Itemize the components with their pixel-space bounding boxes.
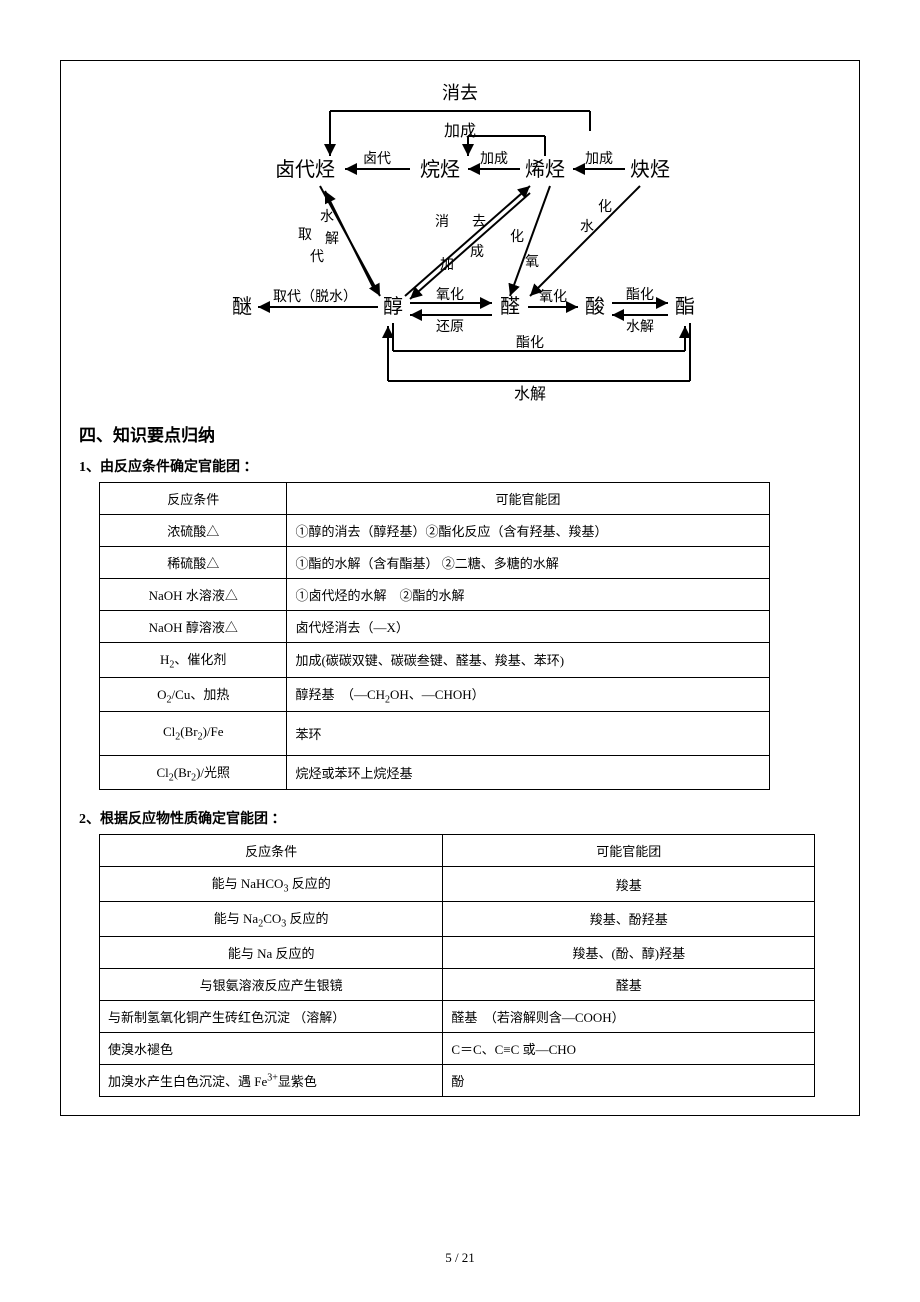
label-add3: 加成 [585, 151, 613, 167]
label-shui: 水 [320, 209, 334, 225]
th-group: 可能官能团 [287, 483, 769, 515]
table-row: H2、催化剂 加成(碳碳双键、碳碳叁键、醛基、羧基、苯环) [100, 643, 770, 678]
table-row: 能与 NaHCO3 反应的 羧基 [100, 867, 815, 902]
cell-cond: 与银氨溶液反应产生银镜 [100, 968, 443, 1000]
label-hydrolyze: 水解 [626, 319, 654, 335]
label-oxid2: 氧化 [539, 289, 567, 305]
label-shui2: 水 [580, 219, 594, 235]
table-row: 与银氨溶液反应产生银镜 醛基 [100, 968, 815, 1000]
table-header-row: 反应条件 可能官能团 [100, 835, 815, 867]
table-row: NaOH 醇溶液△ 卤代烃消去（—X） [100, 611, 770, 643]
cell-cond: NaOH 醇溶液△ [100, 611, 287, 643]
cell-group: 卤代烃消去（—X） [287, 611, 769, 643]
cell-group: C＝C、C≡C 或—CHO [443, 1032, 815, 1064]
cell-cond: NaOH 水溶液△ [100, 579, 287, 611]
cell-group: 羧基 [443, 867, 815, 902]
page: 消去 加成 卤代烃 烷烃 烯烃 炔烃 卤代 加成 加成 [0, 0, 920, 1302]
cell-cond: 浓硫酸△ [100, 515, 287, 547]
table-row: 能与 Na 反应的 羧基、(酚、醇)羟基 [100, 936, 815, 968]
label-qu2: 去 [472, 214, 486, 230]
cell-group: 醇羟基 （—CH2OH、—CHOH） [287, 677, 769, 712]
label-jia: 加 [440, 257, 454, 273]
th-group: 可能官能团 [443, 835, 815, 867]
label-cheng: 成 [470, 244, 484, 260]
cell-cond: Cl2(Br2)/光照 [100, 755, 287, 790]
label-reduce: 还原 [436, 319, 464, 335]
cell-group: 烷烃或苯环上烷烃基 [287, 755, 769, 790]
label-jie: 解 [325, 231, 339, 247]
table-row: 加溴水产生白色沉淀、遇 Fe3+显紫色 酚 [100, 1064, 815, 1096]
table-row: NaOH 水溶液△ ①卤代烃的水解 ②酯的水解 [100, 579, 770, 611]
cell-cond: 与新制氢氧化铜产生砖红色沉淀 （溶解） [100, 1000, 443, 1032]
cell-cond: 加溴水产生白色沉淀、遇 Fe3+显紫色 [100, 1064, 443, 1096]
node-ester: 酯 [675, 296, 695, 318]
cell-group: 苯环 [287, 712, 769, 756]
table-properties: 反应条件 可能官能团 能与 NaHCO3 反应的 羧基 能与 Na2CO3 反应… [99, 834, 815, 1096]
table-row: O2/Cu、加热 醇羟基 （—CH2OH、—CHOH） [100, 677, 770, 712]
label-yang: 氧 [525, 254, 539, 270]
table-row: Cl2(Br2)/Fe 苯环 [100, 712, 770, 756]
label-hua: 化 [510, 229, 524, 245]
label-elim-top: 消去 [442, 83, 478, 103]
label-esterify: 酯化 [626, 287, 654, 303]
label-esterify2: 酯化 [516, 335, 544, 351]
table-conditions: 反应条件 可能官能团 浓硫酸△ ①醇的消去（醇羟基）②酯化反应（含有羟基、羧基）… [99, 482, 770, 790]
label-hydrolyze2: 水解 [514, 385, 546, 401]
cell-group: 醛基 [443, 968, 815, 1000]
label-oxid: 氧化 [436, 287, 464, 303]
th-cond: 反应条件 [100, 835, 443, 867]
cell-group: 酚 [443, 1064, 815, 1096]
table-row: 能与 Na2CO3 反应的 羧基、酚羟基 [100, 901, 815, 936]
table-row: Cl2(Br2)/光照 烷烃或苯环上烷烃基 [100, 755, 770, 790]
label-hua2: 化 [598, 199, 612, 215]
node-aldehyde: 醛 [500, 295, 520, 318]
node-acid: 酸 [585, 295, 605, 318]
table-row: 与新制氢氧化铜产生砖红色沉淀 （溶解） 醛基 （若溶解则含—COOH） [100, 1000, 815, 1032]
label-add2: 加成 [480, 151, 508, 167]
cell-group: 羧基、(酚、醇)羟基 [443, 936, 815, 968]
table-row: 稀硫酸△ ①酯的水解（含有酯基） ②二糖、多糖的水解 [100, 547, 770, 579]
node-ether: 醚 [232, 295, 252, 318]
node-alkene: 烯烃 [525, 158, 565, 181]
cell-group: ①卤代烃的水解 ②酯的水解 [287, 579, 769, 611]
cell-cond: 使溴水褪色 [100, 1032, 443, 1064]
label-halo: 卤代 [363, 151, 391, 167]
node-alkane: 烷烃 [420, 158, 460, 181]
table-row: 使溴水褪色 C＝C、C≡C 或—CHO [100, 1032, 815, 1064]
cell-group: 加成(碳碳双键、碳碳叁键、醛基、羧基、苯环) [287, 643, 769, 678]
cell-cond: 能与 NaHCO3 反应的 [100, 867, 443, 902]
label-xiao: 消 [435, 214, 449, 230]
label-add1: 加成 [444, 122, 476, 140]
node-alcohol: 醇 [383, 295, 403, 318]
label-subst: 取代（脱水） [273, 289, 357, 305]
sub-heading-1: 1、由反应条件确定官能团 ： [79, 456, 841, 476]
cell-cond: H2、催化剂 [100, 643, 287, 678]
table-row: 浓硫酸△ ①醇的消去（醇羟基）②酯化反应（含有羟基、羧基） [100, 515, 770, 547]
cell-cond: Cl2(Br2)/Fe [100, 712, 287, 756]
cell-group: ①酯的水解（含有酯基） ②二糖、多糖的水解 [287, 547, 769, 579]
section-heading: 四、知识要点归纳 [79, 421, 841, 446]
content-box: 消去 加成 卤代烃 烷烃 烯烃 炔烃 卤代 加成 加成 [60, 60, 860, 1116]
cell-cond: O2/Cu、加热 [100, 677, 287, 712]
cell-cond: 稀硫酸△ [100, 547, 287, 579]
cell-cond: 能与 Na 反应的 [100, 936, 443, 968]
cell-group: ①醇的消去（醇羟基）②酯化反应（含有羟基、羧基） [287, 515, 769, 547]
cell-group: 羧基、酚羟基 [443, 901, 815, 936]
cell-group: 醛基 （若溶解则含—COOH） [443, 1000, 815, 1032]
sub-heading-2: 2、根据反应物性质确定官能团 ： [79, 808, 841, 828]
label-qu: 取 [298, 228, 312, 243]
organic-reaction-diagram: 消去 加成 卤代烃 烷烃 烯烃 炔烃 卤代 加成 加成 [210, 81, 710, 401]
th-cond: 反应条件 [100, 483, 287, 515]
label-dai: 代 [310, 249, 324, 265]
node-halohc: 卤代烃 [275, 158, 335, 181]
table-header-row: 反应条件 可能官能团 [100, 483, 770, 515]
cell-cond: 能与 Na2CO3 反应的 [100, 901, 443, 936]
node-alkyne: 炔烃 [630, 158, 670, 181]
page-footer: 5 / 21 [0, 1250, 920, 1266]
